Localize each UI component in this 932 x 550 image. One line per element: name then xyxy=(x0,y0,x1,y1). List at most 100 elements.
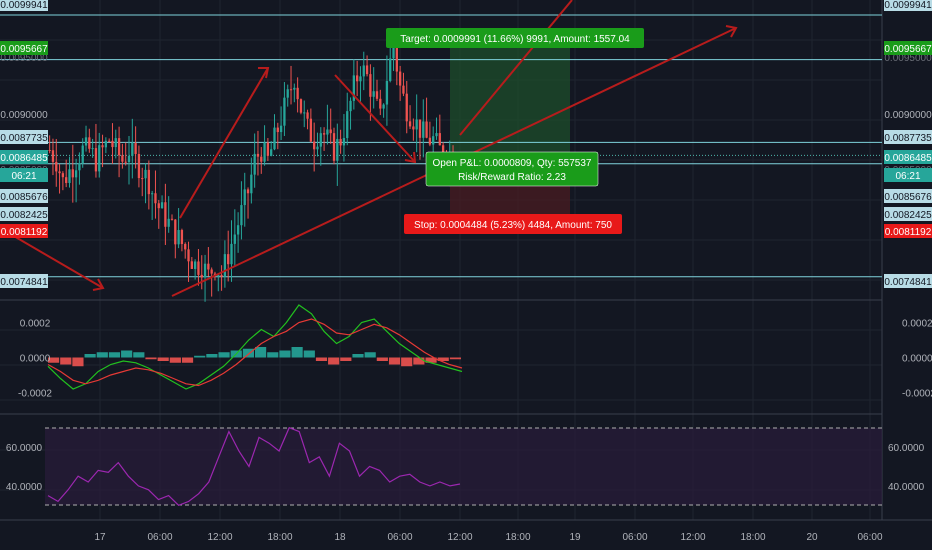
candle-body xyxy=(402,85,405,94)
candle-body xyxy=(88,137,91,149)
time-tick: 06:00 xyxy=(387,532,412,543)
candle-body xyxy=(438,133,441,146)
candle-body xyxy=(240,205,243,226)
price-tag-bg xyxy=(884,207,932,221)
candle-body xyxy=(104,140,108,148)
candle-body xyxy=(309,118,313,142)
price-tag-bg xyxy=(0,130,48,144)
candle-body xyxy=(74,170,78,178)
price-tag: 0.0085676 xyxy=(884,192,932,203)
candle-body xyxy=(342,138,346,146)
candle-body xyxy=(55,161,58,172)
candle-body xyxy=(422,121,425,138)
price-tag: 06:21 xyxy=(11,171,36,182)
candle-body xyxy=(94,148,98,172)
risk-reward-label: Risk/Reward Ratio: 2.23 xyxy=(458,172,566,183)
macd-bar xyxy=(60,357,72,365)
candle-body xyxy=(98,145,101,172)
time-tick: 17 xyxy=(94,532,106,543)
time-tick: 18:00 xyxy=(505,532,530,543)
price-tag: 0.0099941 xyxy=(884,0,932,11)
candle-body xyxy=(108,140,111,142)
time-tick: 12:00 xyxy=(207,532,232,543)
price-tag: 0.0081192 xyxy=(1,227,48,238)
candle-body xyxy=(359,76,362,82)
price-tag: 06:21 xyxy=(895,171,920,182)
signal-line xyxy=(47,318,463,387)
macd-tick: 0.0000 xyxy=(20,354,51,365)
candle-body xyxy=(385,80,389,105)
price-tag-bg xyxy=(0,224,48,238)
position-tool[interactable]: Target: 0.0009991 (11.66%) 9991, Amount:… xyxy=(386,28,644,234)
candle-body xyxy=(332,133,336,161)
candle-body xyxy=(339,138,342,146)
price-tag-bg xyxy=(0,0,48,11)
stop-label-box[interactable] xyxy=(404,214,622,234)
macd-line xyxy=(47,304,463,390)
macd-bar xyxy=(194,355,206,358)
time-tick: 12:00 xyxy=(680,532,705,543)
macd-bar xyxy=(108,352,121,358)
candle-body xyxy=(263,142,266,162)
candle-body xyxy=(316,146,319,150)
time-tick: 19 xyxy=(569,532,581,543)
candle-body xyxy=(200,274,203,278)
candle-body xyxy=(283,97,286,126)
candle-body xyxy=(313,141,316,150)
price-tag: 0.0090000 xyxy=(0,110,48,121)
open-pnl-box[interactable] xyxy=(425,151,599,187)
rsi-line xyxy=(47,426,461,506)
price-tag: 0.0074841 xyxy=(884,277,932,288)
price-tag-bg xyxy=(884,0,932,11)
candle-body xyxy=(418,119,422,138)
candle-body xyxy=(223,254,227,277)
macd-bar xyxy=(145,357,157,360)
time-tick: 18:00 xyxy=(740,532,765,543)
macd-bar xyxy=(255,347,267,358)
macd-bar xyxy=(84,354,96,358)
candle-body xyxy=(352,75,355,101)
price-tag: 0.0095667 xyxy=(884,44,932,55)
price-axis-left[interactable]: 0.00850000.00950000.00999410.00956670.00… xyxy=(0,0,48,288)
macd-bar xyxy=(48,357,60,363)
price-tag-bg xyxy=(884,41,932,55)
macd-axis: 0.0002 0.0002 0.0000 0.0000 -0.0002 -0.0002 xyxy=(18,319,932,400)
candle-body xyxy=(372,91,375,97)
candle-body xyxy=(253,153,256,175)
time-tick: 06:00 xyxy=(857,532,882,543)
macd-bar xyxy=(303,350,315,358)
candle-body xyxy=(233,234,236,244)
candle-body xyxy=(256,153,260,157)
candle-body xyxy=(270,149,273,156)
candle-body xyxy=(293,87,296,90)
candle-body xyxy=(392,46,395,59)
price-tag-bg xyxy=(0,274,48,288)
price-axis-right[interactable]: 0.00850000.00950000.00999410.00956670.00… xyxy=(884,0,932,288)
candle-body xyxy=(164,202,167,227)
candle-body xyxy=(65,177,68,183)
candles xyxy=(48,40,458,302)
candle-body xyxy=(217,275,220,277)
target-zone[interactable] xyxy=(450,37,570,152)
target-label-box[interactable] xyxy=(386,28,644,48)
candle-body xyxy=(101,145,104,148)
candle-body xyxy=(260,156,263,162)
time-tick: 18 xyxy=(334,532,346,543)
time-tick: 20 xyxy=(806,532,818,543)
time-tick: 18:00 xyxy=(267,532,292,543)
macd-tick: -0.0002 xyxy=(902,389,932,400)
rsi-axis: 60.0000 60.0000 40.0000 40.0000 xyxy=(6,443,925,493)
open-pnl-label: Open P&L: 0.0000809, Qty: 557537 xyxy=(432,158,591,169)
macd-bar xyxy=(376,357,388,361)
time-axis[interactable]: 17 06:00 12:00 18:00 18 06:00 12:00 18:00 19 06:0… xyxy=(94,532,883,543)
price-tick-partial: 0.0095000 xyxy=(884,53,932,64)
arrow-up-1[interactable] xyxy=(179,67,269,219)
price-tag: 0.0086485 xyxy=(884,153,932,164)
arrow-down-mid[interactable] xyxy=(334,74,416,163)
macd-bar xyxy=(340,357,352,361)
target-label: Target: 0.0009991 (11.66%) 9991, Amount:… xyxy=(400,34,630,45)
arrow-up-target[interactable] xyxy=(459,0,573,136)
candle-body xyxy=(322,133,326,135)
